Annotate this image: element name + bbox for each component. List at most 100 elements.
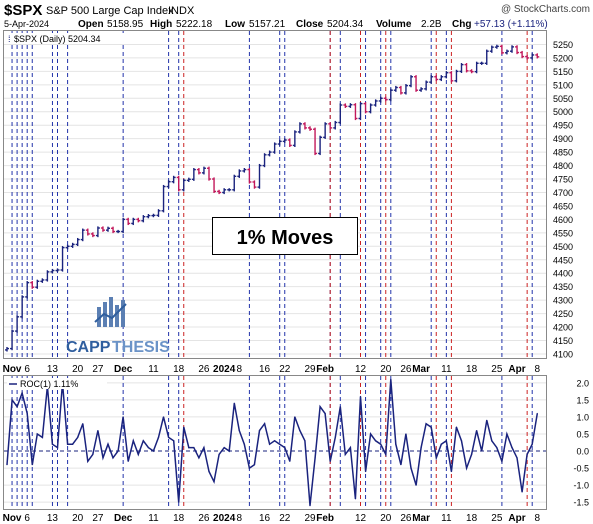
price-x-tick-label: 8 xyxy=(534,364,540,375)
roc-point xyxy=(127,460,129,462)
price-y-tick-label: 4850 xyxy=(553,148,573,158)
price-bar xyxy=(277,139,282,146)
roc-point xyxy=(258,429,261,432)
roc-x-tick-label: 26 xyxy=(400,513,412,524)
price-y-tick-label: 5200 xyxy=(553,53,573,63)
roc-point xyxy=(178,501,180,503)
price-x-tick-label: 18 xyxy=(173,364,185,375)
price-bar xyxy=(136,217,141,223)
close-label: Close xyxy=(296,19,324,30)
roc-point xyxy=(72,443,74,445)
price-x-tick-label: 26 xyxy=(198,364,210,375)
price-y-tick-label: 4150 xyxy=(553,336,573,346)
roc-y-tick-label: -0.5 xyxy=(573,464,589,474)
roc-point xyxy=(506,433,508,435)
roc-point xyxy=(299,429,301,432)
price-y-tick-label: 4900 xyxy=(553,134,573,144)
price-legend: $SPX (Daily) 5204.34 xyxy=(14,34,101,44)
price-y-tick-label: 5100 xyxy=(553,80,573,90)
price-bar xyxy=(494,44,499,49)
roc-point xyxy=(445,440,447,442)
price-bar xyxy=(166,180,171,189)
price-x-tick-label: 26 xyxy=(400,364,412,375)
price-bar xyxy=(181,178,186,192)
open-label: Open xyxy=(78,19,104,30)
price-y-tick-label: 4500 xyxy=(553,242,573,252)
roc-point xyxy=(21,392,23,394)
price-bar xyxy=(393,85,398,92)
roc-point xyxy=(188,447,190,449)
roc-point xyxy=(16,406,18,408)
roc-point xyxy=(193,447,195,449)
roc-point xyxy=(87,460,89,462)
price-y-tick-label: 4650 xyxy=(553,201,573,211)
roc-point xyxy=(107,443,109,445)
roc-point xyxy=(203,447,205,449)
price-bar xyxy=(262,153,267,168)
roc-point xyxy=(491,440,493,442)
roc-x-tick-label: 8 xyxy=(237,513,243,524)
price-bar xyxy=(297,122,302,134)
roc-point xyxy=(486,419,488,421)
index-name: S&P 500 Large Cap Index xyxy=(46,5,174,17)
roc-x-tick-label: 11 xyxy=(148,513,159,524)
roc-point xyxy=(142,440,144,442)
roc-point xyxy=(314,457,316,459)
price-x-tick-label: Mar xyxy=(412,364,430,375)
roc-x-tick-label: 6 xyxy=(24,513,30,524)
roc-y-tick-label: 1.0 xyxy=(576,412,589,422)
roc-point xyxy=(11,399,13,401)
price-x-tick-label: 20 xyxy=(380,364,392,375)
roc-point xyxy=(117,450,119,452)
price-legend-box xyxy=(7,33,135,44)
roc-point xyxy=(26,412,28,415)
price-bar xyxy=(469,69,474,74)
roc-x-tick-label: Apr xyxy=(508,513,525,524)
price-legend-swatch: ⁞ xyxy=(8,34,11,44)
roc-point xyxy=(501,460,503,462)
roc-point xyxy=(253,464,256,466)
roc-series-line xyxy=(6,379,539,506)
roc-point xyxy=(147,447,149,449)
volume-label: Volume xyxy=(376,19,412,30)
price-bar xyxy=(237,169,242,178)
copyright-label: @ StockCharts.com xyxy=(501,4,590,15)
price-x-tick-label: 8 xyxy=(237,364,243,375)
price-bar xyxy=(252,180,257,189)
roc-point xyxy=(375,440,377,442)
roc-point xyxy=(274,440,276,442)
price-bar xyxy=(282,138,287,143)
roc-point xyxy=(395,443,397,445)
price-x-axis: Nov 6 13 20 27 Dec 11 18 26 2024 8 16 22 29 Feb 12 20 26 M… xyxy=(3,364,541,375)
price-bar xyxy=(146,214,151,219)
roc-point xyxy=(511,447,513,449)
roc-y-tick-label: 1.5 xyxy=(576,395,589,405)
price-bar xyxy=(186,177,191,182)
price-x-tick-label: 11 xyxy=(441,364,452,375)
price-bar xyxy=(434,75,439,82)
roc-point xyxy=(349,447,351,449)
price-y-tick-label: 4550 xyxy=(553,228,573,238)
roc-point xyxy=(319,406,321,408)
roc-point xyxy=(228,450,230,452)
price-bar xyxy=(419,87,424,92)
roc-y-tick-label: -1.5 xyxy=(573,498,589,508)
roc-point xyxy=(380,443,382,445)
price-bar xyxy=(499,44,504,55)
price-bar xyxy=(5,346,9,352)
price-bar xyxy=(454,69,459,83)
price-bar xyxy=(373,99,378,107)
price-x-tick-label: 27 xyxy=(92,364,104,375)
price-bar xyxy=(10,329,15,351)
roc-point xyxy=(102,457,104,459)
price-bar xyxy=(535,53,540,59)
price-panel-frame xyxy=(3,30,547,359)
roc-point xyxy=(31,464,33,466)
price-y-axis: 4100 4150 4200 4250 4300 4350 4400 4450 4500 4550… xyxy=(553,40,573,360)
price-x-tick-label: 25 xyxy=(491,364,503,375)
price-bar xyxy=(489,45,494,53)
volume-value: 2.2B xyxy=(421,19,442,30)
roc-x-tick-label: 29 xyxy=(304,513,316,524)
roc-point xyxy=(334,436,336,438)
roc-point xyxy=(157,436,160,438)
